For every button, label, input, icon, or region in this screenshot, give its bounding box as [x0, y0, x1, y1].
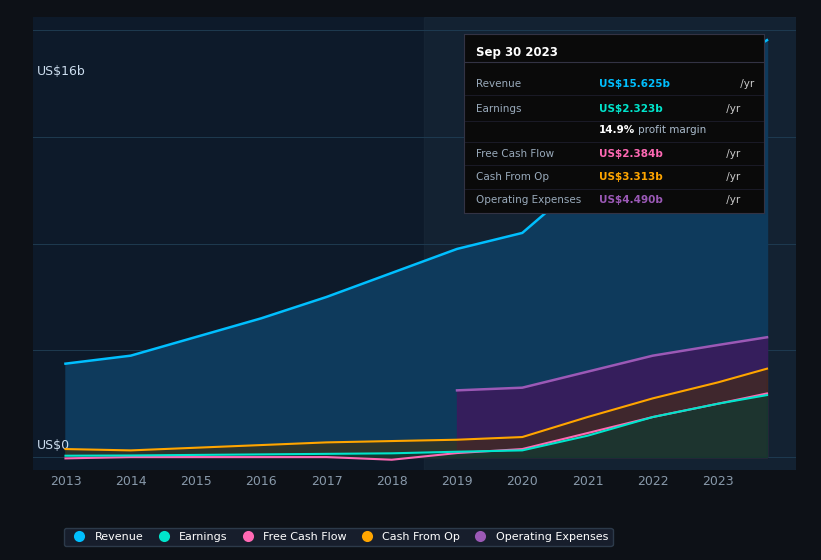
Text: Earnings: Earnings — [476, 104, 521, 114]
Text: Revenue: Revenue — [476, 79, 521, 89]
Text: /yr: /yr — [722, 195, 740, 206]
Bar — [424, 17, 796, 470]
Text: profit margin: profit margin — [638, 125, 706, 136]
Text: Sep 30 2023: Sep 30 2023 — [476, 46, 557, 59]
Text: /yr: /yr — [722, 104, 740, 114]
Text: Cash From Op: Cash From Op — [476, 172, 549, 182]
Text: Operating Expenses: Operating Expenses — [476, 195, 581, 206]
Text: /yr: /yr — [736, 79, 754, 89]
Legend: Revenue, Earnings, Free Cash Flow, Cash From Op, Operating Expenses: Revenue, Earnings, Free Cash Flow, Cash … — [64, 528, 612, 547]
Text: Free Cash Flow: Free Cash Flow — [476, 148, 554, 158]
Text: US$0: US$0 — [37, 439, 70, 452]
Text: US$16b: US$16b — [37, 65, 85, 78]
Text: US$3.313b: US$3.313b — [599, 172, 663, 182]
Text: US$15.625b: US$15.625b — [599, 79, 670, 89]
Text: US$4.490b: US$4.490b — [599, 195, 663, 206]
Text: US$2.323b: US$2.323b — [599, 104, 663, 114]
Text: /yr: /yr — [722, 172, 740, 182]
Text: 14.9%: 14.9% — [599, 125, 635, 136]
Text: /yr: /yr — [722, 148, 740, 158]
Text: US$2.384b: US$2.384b — [599, 148, 663, 158]
